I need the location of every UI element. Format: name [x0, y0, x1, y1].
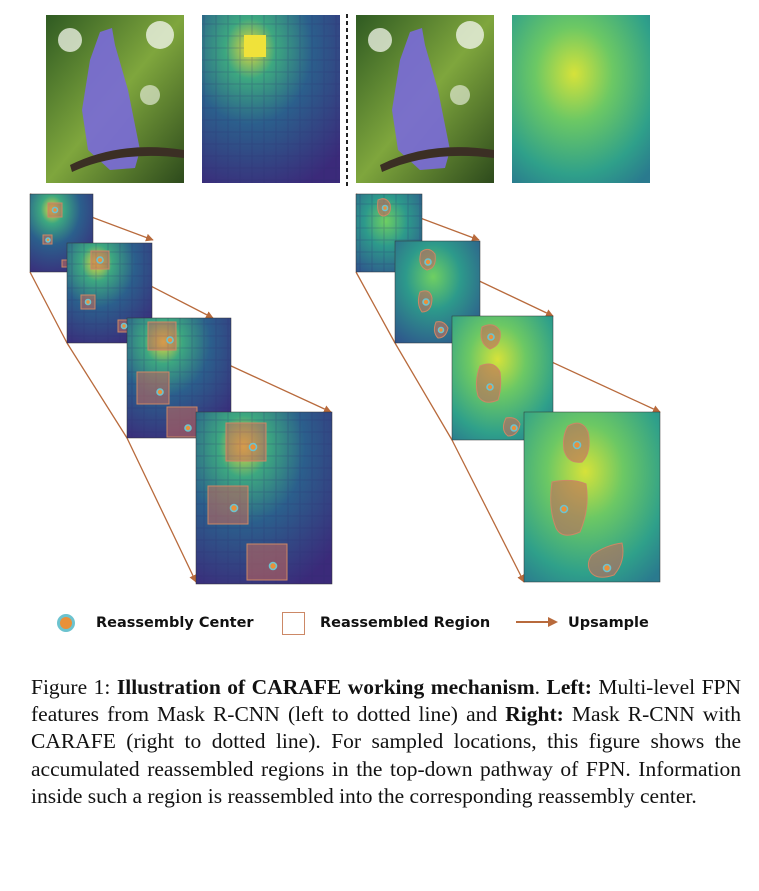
reassembly-center-icon — [57, 614, 75, 632]
legend-reassembly-center: Reassembly Center — [0, 607, 260, 641]
upsample-arrow-icon — [516, 617, 558, 627]
left-label: Left: — [546, 675, 592, 699]
bird-photo-left — [46, 15, 184, 183]
right-reassembly-centers — [381, 204, 612, 573]
reassembled-region-icon — [282, 612, 305, 635]
legend-region-label: Reassembled Region — [320, 615, 491, 631]
left-text: Multi-level FPN features from Mask R-CNN… — [31, 675, 742, 727]
caption-title: Illustration of CARAFE working mechanism — [116, 675, 535, 699]
carafe-heatmap-right — [512, 15, 650, 183]
bird-photo-right — [356, 15, 494, 183]
right-level-4 — [523, 411, 661, 583]
figure-caption: Figure 1: Illustration of CARAFE working… — [31, 675, 742, 808]
legend-upsample: Upsample — [0, 607, 700, 641]
carafe-figure — [29, 14, 661, 585]
fpn-heatmap-left — [202, 15, 340, 183]
legend-upsample-label: Upsample — [568, 615, 649, 631]
left-reassembly-centers — [45, 206, 278, 571]
left-level-4 — [195, 411, 333, 585]
right-label: Right: — [505, 702, 564, 727]
legend-reassembled-region: Reassembled Region — [0, 607, 500, 641]
right-text: Mask R-CNN with CARAFE (right to dotted … — [31, 702, 742, 808]
legend-center-label: Reassembly Center — [96, 615, 254, 631]
figure-label: Figure 1: — [31, 675, 111, 699]
